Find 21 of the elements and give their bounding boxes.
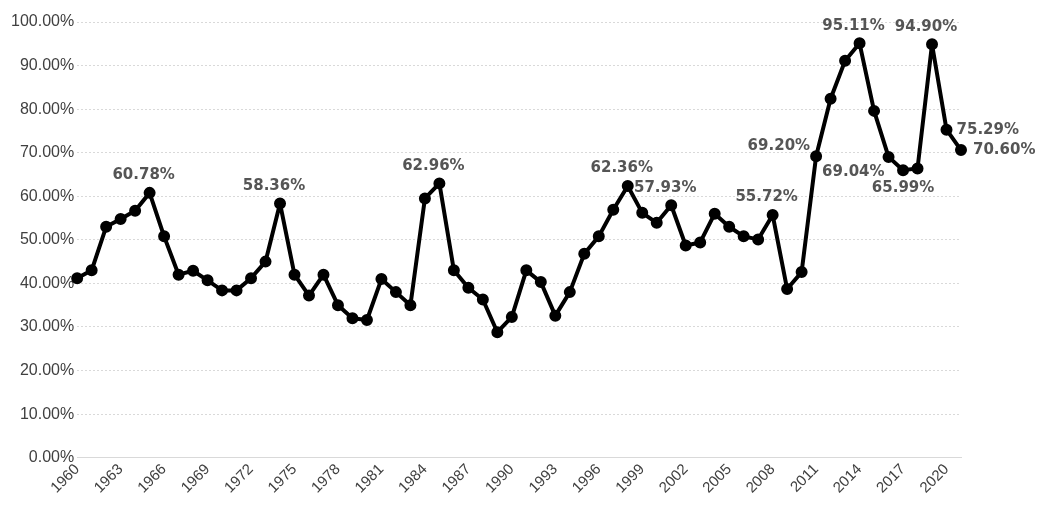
- y-tick-label: 60.00%: [19, 186, 75, 204]
- data-label: 62.96%: [402, 155, 465, 174]
- data-label: 70.60%: [973, 139, 1036, 158]
- y-tick-label: 20.00%: [19, 360, 75, 378]
- y-tick-label: 50.00%: [19, 230, 75, 248]
- data-label: 60.78%: [112, 165, 175, 184]
- data-label: 62.36%: [590, 158, 653, 177]
- y-tick-label: 70.00%: [19, 143, 75, 161]
- data-label: 57.93%: [633, 177, 697, 196]
- y-tick-label: 80.00%: [19, 99, 75, 117]
- y-tick-label: 30.00%: [19, 317, 75, 335]
- data-label: 58.36%: [242, 175, 306, 194]
- data-label: 69.20%: [747, 136, 811, 155]
- y-tick-label: 90.00%: [19, 55, 75, 73]
- data-label: 95.11%: [822, 15, 885, 34]
- data-label: 55.72%: [735, 187, 798, 206]
- y-tick-label: 40.00%: [19, 273, 75, 291]
- data-label: 75.29%: [956, 119, 1019, 138]
- y-tick-label: 10.00%: [19, 404, 75, 422]
- data-label: 94.90%: [894, 16, 958, 35]
- y-tick-label: 100.00%: [10, 12, 75, 30]
